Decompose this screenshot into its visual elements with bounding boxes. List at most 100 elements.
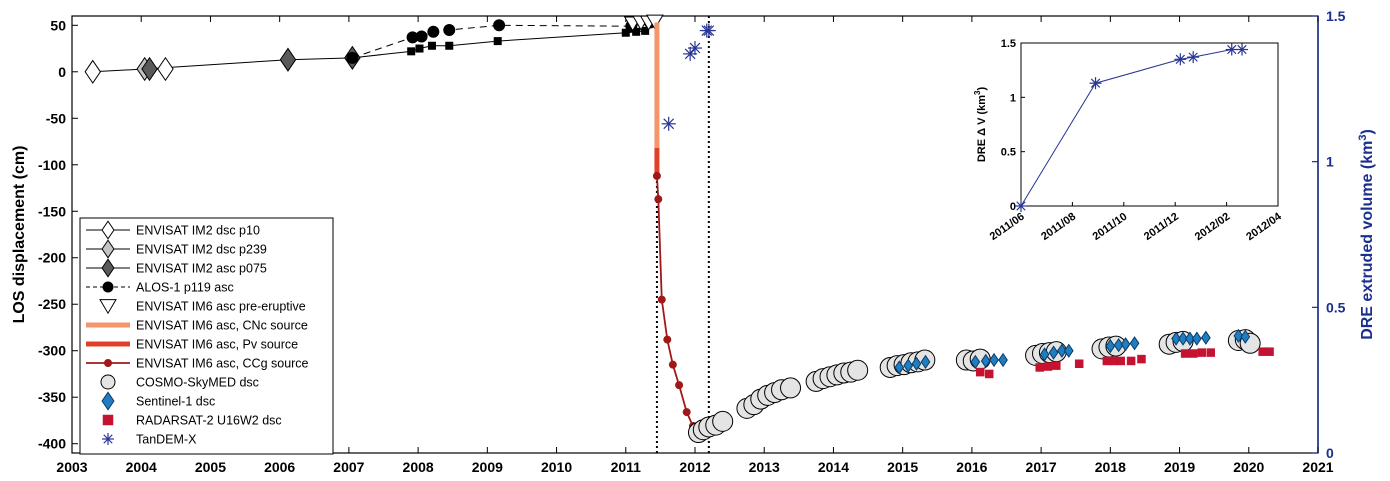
asterisk-stroke <box>663 118 675 130</box>
circle-marker <box>780 377 802 399</box>
square-marker <box>1265 347 1274 356</box>
legend-label: RADARSAT-2 U16W2 dsc <box>136 414 282 428</box>
inset-y-label-tail: ) <box>976 87 988 91</box>
inset-x-tick-label: 2011/08 <box>1039 211 1078 243</box>
series-10 <box>975 347 1274 379</box>
y-tick-label: -100 <box>38 157 66 173</box>
asterisk-stroke <box>1090 78 1101 88</box>
diamond-marker <box>1240 329 1251 344</box>
y-tick-label: 50 <box>50 17 66 33</box>
circle-marker <box>100 374 116 390</box>
diamond-marker <box>911 356 922 371</box>
circle-marker <box>415 30 428 43</box>
diamond-marker <box>1120 337 1131 352</box>
y2-axis-label-main: DRE extruded volume (km <box>1359 141 1376 340</box>
square-marker <box>1197 348 1206 357</box>
legend-label: ENVISAT IM6 asc, CCg source <box>136 357 309 371</box>
x-tick-label: 2013 <box>749 459 780 475</box>
y-tick-label: -400 <box>38 436 66 452</box>
x-tick-label: 2017 <box>1026 459 1057 475</box>
square-marker <box>1137 354 1146 364</box>
square-marker <box>975 367 985 377</box>
inset-x-tick-label: 2012/02 <box>1193 211 1232 244</box>
y-tick-label: -200 <box>38 250 66 266</box>
y2-tick-label: 1.5 <box>1326 8 1346 24</box>
envisat-square-marker <box>415 44 424 53</box>
diamond-marker <box>1039 347 1050 362</box>
diamond-marker <box>101 391 115 411</box>
legend-label: ENVISAT IM2 dsc p239 <box>136 243 267 257</box>
x-tick-label: 2011 <box>611 459 642 475</box>
envisat-square-marker <box>445 41 454 50</box>
x-tick-label: 2012 <box>679 459 710 475</box>
circle-marker <box>712 410 734 432</box>
diamond-marker <box>157 56 174 82</box>
square-marker <box>1116 356 1125 366</box>
legend-label: ENVISAT IM2 dsc p10 <box>136 224 260 238</box>
inset-x-tick-label: 2011/10 <box>1091 211 1130 243</box>
y2-tick-label: 0.5 <box>1326 299 1346 315</box>
asterisk-marker <box>688 41 702 56</box>
series-11 <box>661 23 716 131</box>
inset-plot: 0 0.5 1 1.5 2011/06 2011/08 2011/10 2011/12 2012… <box>973 38 1284 243</box>
asterisk-stroke <box>1188 52 1198 62</box>
asterisk-stroke <box>103 434 113 444</box>
diamond-marker <box>101 258 115 278</box>
inset-y-label-main: DRE Δ V (km <box>976 95 988 162</box>
diamond-marker <box>1185 331 1195 346</box>
series-7 <box>652 171 697 431</box>
diamond-marker <box>1171 331 1181 346</box>
dot-marker <box>104 359 112 367</box>
diamond-marker <box>998 352 1008 368</box>
diamond-marker <box>989 352 999 368</box>
legend-label: TanDEM-X <box>136 433 197 447</box>
circle-marker <box>102 281 114 293</box>
asterisk-marker <box>683 46 698 61</box>
circle-marker <box>847 359 869 381</box>
diamond-marker <box>141 56 158 82</box>
square-marker <box>1074 359 1084 368</box>
legend-label: Sentinel-1 dsc <box>136 395 215 409</box>
asterisk-marker <box>1225 43 1238 56</box>
y-tick-label: -150 <box>38 203 66 219</box>
y2-axis-label-sup: 3 <box>1357 135 1369 141</box>
x-tick-label: 2005 <box>195 459 226 475</box>
envisat-square-marker <box>427 41 436 50</box>
x-tick-label: 2006 <box>264 459 295 475</box>
diamond-marker <box>1192 331 1202 346</box>
asterisk-stroke <box>1175 54 1186 64</box>
circle-marker <box>346 51 359 64</box>
asterisk-marker <box>661 116 676 131</box>
diamond-marker <box>1178 331 1188 346</box>
inset-y-tick-label: 1 <box>1010 92 1016 104</box>
series-4 <box>623 14 664 32</box>
triangle-marker <box>99 299 117 315</box>
y-tick-label: 0 <box>58 64 66 80</box>
diamond-marker <box>920 354 931 370</box>
inset-y-tick-label: 0.5 <box>1001 147 1016 159</box>
dot-marker <box>657 295 666 304</box>
inset-y-axis-label: DRE Δ V (km3) <box>973 87 988 163</box>
legend-label: ENVISAT IM2 asc p075 <box>136 262 267 276</box>
inset-x-tick-label: 2011/06 <box>988 211 1027 243</box>
y-tick-label: -50 <box>46 110 66 126</box>
x-tick-label: 2016 <box>956 459 987 475</box>
dot-marker <box>675 381 684 390</box>
envisat-square-marker <box>641 26 650 35</box>
asterisk-stroke <box>1227 44 1237 55</box>
y-tick-label: -250 <box>38 296 66 312</box>
inset-y-tick-label: 1.5 <box>1001 38 1016 50</box>
asterisk-marker <box>1089 77 1102 90</box>
diamond-marker <box>894 360 905 375</box>
asterisk-stroke <box>1237 44 1247 55</box>
inset-y-tick-label: 0 <box>1010 201 1016 213</box>
square-marker <box>1035 363 1044 372</box>
asterisk-marker <box>1174 53 1187 66</box>
series-2 <box>141 45 361 82</box>
dot-marker <box>663 335 672 344</box>
diamond-marker <box>1057 343 1067 358</box>
diamond-marker <box>84 59 102 84</box>
diamond-marker <box>1048 345 1059 360</box>
diamond-marker <box>1201 330 1211 345</box>
diamond-marker <box>101 239 115 259</box>
